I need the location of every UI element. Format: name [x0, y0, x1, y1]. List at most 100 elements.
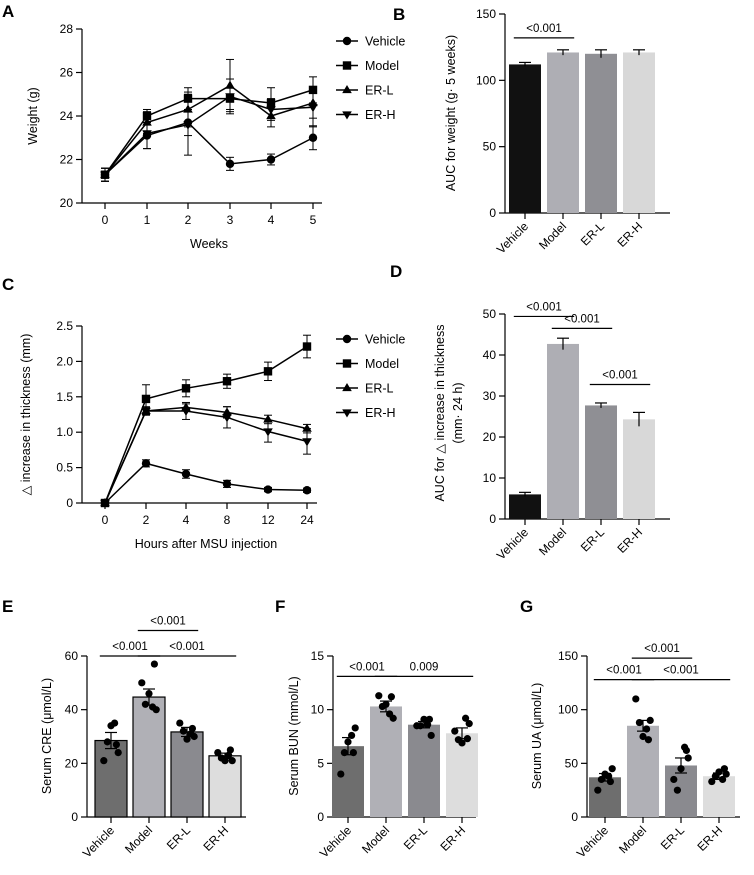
x-tick-label: 8 — [224, 513, 231, 527]
data-point-vehicle — [266, 155, 276, 164]
x-tick-label: Vehicle — [494, 525, 531, 562]
data-point-er-h — [100, 499, 110, 508]
bar-er-h — [208, 755, 242, 818]
series-line-model — [104, 345, 308, 504]
bar-vehicle — [509, 64, 541, 213]
data-point — [387, 693, 395, 701]
x-tick-label: Vehicle — [80, 823, 117, 860]
series-line-model — [104, 89, 314, 176]
y-tick-label: 28 — [60, 22, 74, 36]
bar-er-l — [170, 731, 204, 818]
legend-marker-er-l — [342, 383, 352, 392]
data-point — [720, 765, 729, 773]
y-axis-title-unit: (mm· 24 h) — [451, 382, 465, 443]
data-point — [351, 724, 359, 732]
y-tick-label: 60 — [65, 649, 79, 663]
panel-d-auc-thickness-bar-chart: 0 10 20 30 40 50 AUC for △ increase in thickne… — [433, 301, 670, 562]
y-tick-label: 2.5 — [56, 319, 73, 333]
x-tick-label: ER-L — [578, 219, 607, 248]
data-point-er-h — [225, 93, 235, 102]
data-point-er-h — [266, 106, 276, 115]
x-tick-label: 3 — [227, 213, 234, 227]
p-value-label: <0.001 — [169, 641, 205, 653]
series-line-er-h — [104, 410, 308, 504]
data-point-model — [141, 394, 151, 404]
y-tick-label: 10 — [483, 471, 497, 485]
data-point-er-h — [263, 428, 273, 437]
legend-label-vehicle: Vehicle — [365, 35, 405, 49]
panel-c-thickness-line-chart: 0 0.5 1.0 1.5 2.0 2.5 △ increase in thickness … — [19, 319, 405, 551]
data-point-er-h — [308, 104, 318, 113]
legend-label-er-l: ER-L — [365, 382, 394, 396]
x-tick-label: 24 — [300, 513, 314, 527]
y-tick-label: 50 — [483, 307, 497, 321]
x-tick-label: 4 — [268, 213, 275, 227]
x-tick-label: 0 — [102, 513, 109, 527]
x-axis-title: Hours after MSU injection — [135, 537, 277, 551]
y-tick-label: 5 — [317, 756, 324, 770]
legend-marker-er-h — [342, 111, 352, 120]
y-tick-label: 150 — [558, 649, 578, 663]
x-tick-label: Vehicle — [317, 823, 354, 860]
data-point — [639, 732, 647, 741]
panel-label-g: G — [520, 597, 533, 616]
y-tick-label: 30 — [483, 389, 497, 403]
y-tick-label: 0.5 — [56, 461, 73, 475]
legend-marker-vehicle — [342, 36, 352, 46]
data-point — [114, 749, 122, 757]
bar-er-l — [585, 53, 617, 213]
legend-label-er-h: ER-H — [365, 108, 396, 122]
y-tick-label: 20 — [60, 196, 74, 210]
series-line-vehicle — [104, 121, 314, 176]
data-point-vehicle — [302, 486, 312, 495]
p-value-label: <0.001 — [564, 313, 600, 325]
panel-g-serum-ua-bar-chart: 0 50 100 150 Serum UA (μmol/L) Vehicle Model ER… — [530, 643, 740, 860]
data-point — [111, 719, 119, 727]
legend-label-er-l: ER-L — [365, 84, 394, 98]
data-point — [103, 738, 111, 746]
y-tick-label: 15 — [311, 649, 325, 663]
y-axis-title: Serum BUN (mmol/L) — [287, 676, 301, 795]
data-point-vehicle — [222, 479, 232, 489]
series-line-er-l — [104, 406, 308, 504]
data-point — [100, 757, 108, 765]
data-point — [670, 775, 678, 784]
legend-marker-vehicle — [342, 334, 352, 344]
legend-label-er-h: ER-H — [365, 406, 396, 420]
data-point — [632, 695, 640, 703]
y-tick-label: 22 — [60, 153, 74, 167]
y-tick-label: 0 — [71, 810, 78, 824]
data-point — [141, 700, 149, 708]
data-point — [188, 724, 196, 733]
data-point — [138, 679, 146, 687]
y-tick-label: 40 — [65, 703, 79, 717]
x-tick-label: 2 — [143, 513, 150, 527]
data-point-er-h — [183, 121, 193, 130]
y-tick-label: 150 — [476, 7, 496, 21]
data-point-model — [263, 367, 273, 376]
data-point — [176, 719, 184, 727]
bar-model — [547, 343, 579, 519]
bar-er-h — [703, 776, 735, 817]
x-tick-label: Model — [536, 525, 569, 558]
data-point — [214, 749, 222, 757]
y-tick-label: 50 — [565, 756, 579, 770]
data-point — [375, 692, 383, 700]
data-point — [451, 727, 459, 735]
data-point-er-h — [100, 171, 110, 180]
bar-model — [132, 696, 166, 818]
legend-marker-er-l — [342, 85, 352, 94]
data-point — [682, 746, 691, 755]
x-tick-label: Vehicle — [494, 219, 531, 256]
p-value-label: <0.001 — [644, 643, 680, 655]
y-axis-title: △ increase in thickness (mm) — [19, 334, 33, 496]
bar-vehicle — [589, 777, 621, 817]
data-point-vehicle — [181, 469, 191, 479]
data-point — [608, 765, 616, 773]
data-point-er-l — [302, 423, 312, 432]
p-value-label: <0.001 — [602, 370, 638, 382]
bar-vehicle — [94, 739, 128, 818]
y-tick-label: 1.5 — [56, 390, 73, 404]
y-tick-label: 0 — [571, 810, 578, 824]
data-point — [150, 660, 158, 668]
